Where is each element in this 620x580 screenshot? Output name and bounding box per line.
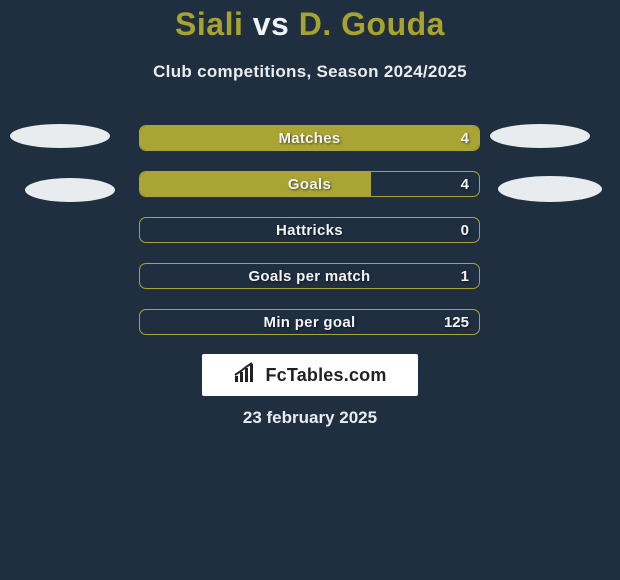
stat-bar: Hattricks0 <box>139 217 480 243</box>
stat-bar-label: Goals <box>140 172 479 196</box>
stat-bar-label: Goals per match <box>140 264 479 288</box>
decorative-ellipse <box>10 124 110 148</box>
stat-bar: Goals per match1 <box>139 263 480 289</box>
stat-bar-value: 0 <box>461 218 469 242</box>
page-title: Siali vs D. Gouda <box>0 6 620 43</box>
title-vs: vs <box>253 6 290 42</box>
date-line: 23 february 2025 <box>0 408 620 428</box>
stat-bar-value: 4 <box>461 172 469 196</box>
stat-bars: Matches4Goals4Hattricks0Goals per match1… <box>139 125 480 355</box>
stat-bar-value: 125 <box>444 310 469 334</box>
title-player2: D. Gouda <box>299 6 445 42</box>
decorative-ellipse <box>498 176 602 202</box>
stat-bar-label: Hattricks <box>140 218 479 242</box>
stat-bar-label: Matches <box>140 126 479 150</box>
title-player1: Siali <box>175 6 243 42</box>
attribution-text: FcTables.com <box>265 365 386 386</box>
stat-bar: Min per goal125 <box>139 309 480 335</box>
comparison-infographic: Siali vs D. Gouda Club competitions, Sea… <box>0 0 620 580</box>
subtitle: Club competitions, Season 2024/2025 <box>0 62 620 82</box>
stat-bar: Goals4 <box>139 171 480 197</box>
decorative-ellipse <box>490 124 590 148</box>
stat-bar-value: 4 <box>461 126 469 150</box>
stat-bar-label: Min per goal <box>140 310 479 334</box>
stat-bar-value: 1 <box>461 264 469 288</box>
attribution-badge: FcTables.com <box>202 354 418 396</box>
chart-icon <box>233 362 259 389</box>
stat-bar: Matches4 <box>139 125 480 151</box>
decorative-ellipse <box>25 178 115 202</box>
